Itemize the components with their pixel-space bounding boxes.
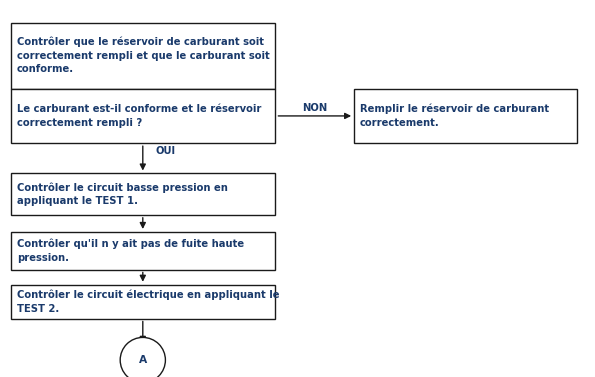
Ellipse shape xyxy=(120,337,165,377)
Text: A: A xyxy=(139,355,147,365)
Text: Remplir le réservoir de carburant
correctement.: Remplir le réservoir de carburant correc… xyxy=(360,104,549,128)
Text: Contrôler qu'il n y ait pas de fuite haute
pression.: Contrôler qu'il n y ait pas de fuite hau… xyxy=(17,239,244,263)
FancyBboxPatch shape xyxy=(11,173,275,215)
FancyBboxPatch shape xyxy=(11,23,275,89)
Text: NON: NON xyxy=(302,103,327,113)
FancyBboxPatch shape xyxy=(11,285,275,319)
FancyBboxPatch shape xyxy=(11,89,275,143)
FancyBboxPatch shape xyxy=(11,232,275,270)
Text: OUI: OUI xyxy=(156,146,176,156)
Text: Contrôler le circuit électrique en appliquant le
TEST 2.: Contrôler le circuit électrique en appli… xyxy=(17,290,279,314)
Text: Le carburant est-il conforme et le réservoir
correctement rempli ?: Le carburant est-il conforme et le réser… xyxy=(17,104,261,128)
FancyBboxPatch shape xyxy=(354,89,577,143)
Text: Contrôler le circuit basse pression en
appliquant le TEST 1.: Contrôler le circuit basse pression en a… xyxy=(17,182,227,206)
Text: Contrôler que le réservoir de carburant soit
correctement rempli et que le carbu: Contrôler que le réservoir de carburant … xyxy=(17,37,270,75)
